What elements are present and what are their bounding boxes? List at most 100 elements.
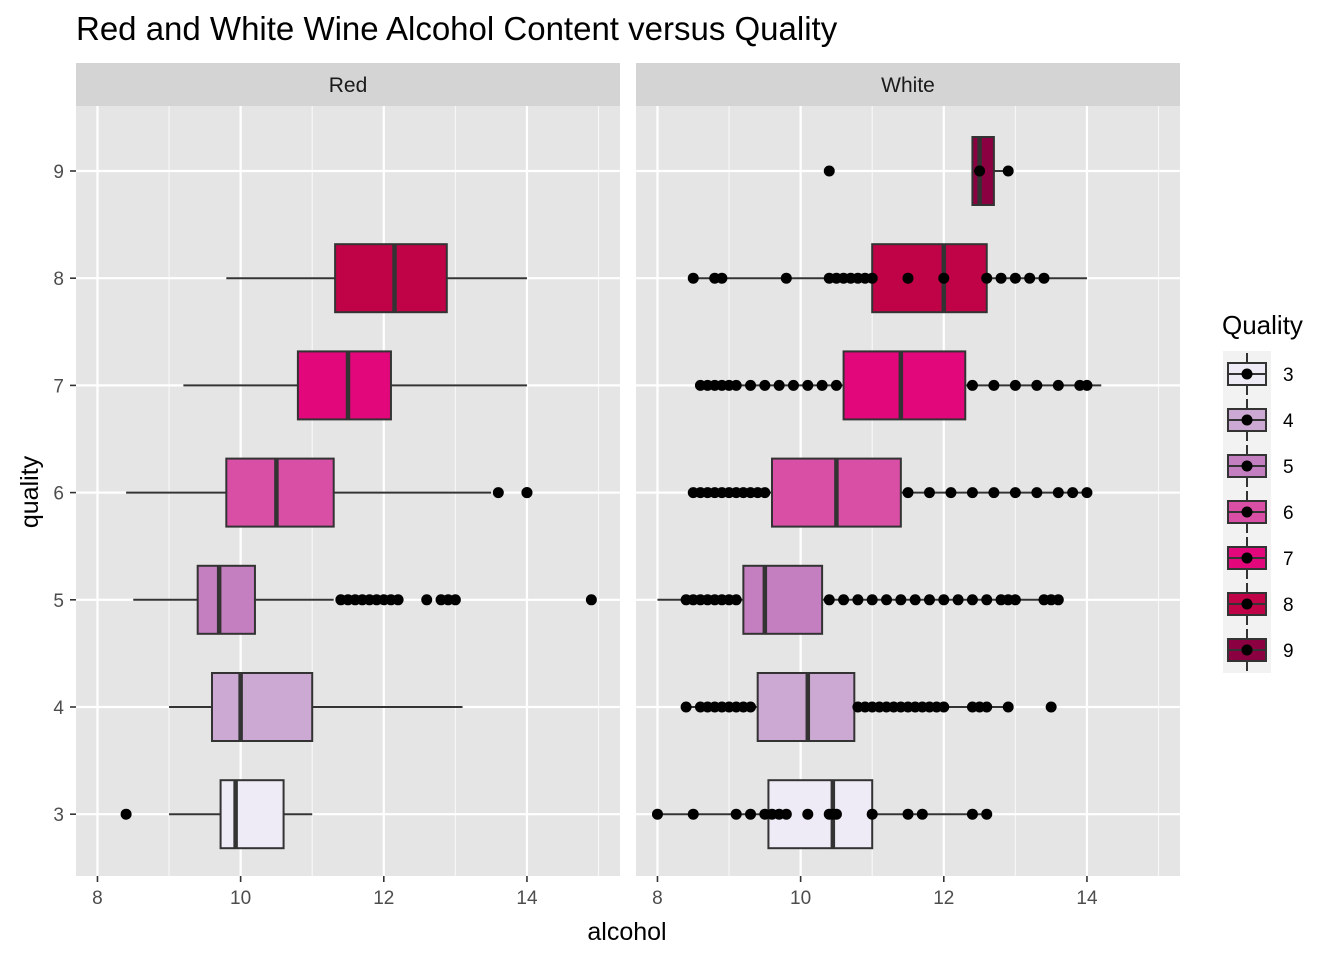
outlier-point [952, 594, 964, 606]
outlier-point [745, 379, 757, 391]
outlier-point [521, 487, 533, 499]
legend-label: 3 [1283, 365, 1294, 386]
outlier-point [988, 379, 1000, 391]
box-body [871, 243, 988, 314]
y-tick-label: 8 [53, 269, 64, 290]
box-body [334, 243, 448, 314]
outlier-point [1052, 594, 1064, 606]
outlier-point [902, 808, 914, 820]
outlier-point [995, 272, 1007, 284]
box-body [219, 779, 285, 850]
outlier-point [1081, 487, 1093, 499]
outlier-point [1024, 272, 1036, 284]
facet-panels: Red 8 10 12 14 White 8 10 12 14 [76, 63, 1180, 909]
box-quality-8 [687, 243, 1087, 314]
outlier-point [449, 594, 461, 606]
outlier-point [866, 272, 878, 284]
outlier-point [981, 272, 993, 284]
outlier-point [823, 594, 835, 606]
outlier-point [585, 594, 597, 606]
outlier-point [945, 487, 957, 499]
outlier-point [938, 594, 950, 606]
outlier-point [881, 594, 893, 606]
outlier-point [981, 808, 993, 820]
outlier-point [773, 379, 785, 391]
legend-label: 5 [1283, 457, 1294, 478]
outlier-point [1031, 379, 1043, 391]
legend-key-point [1241, 368, 1253, 380]
legend-item-7: 7 [1227, 537, 1294, 579]
outlier-point [816, 379, 828, 391]
y-tick-label: 5 [53, 591, 64, 612]
outlier-point [938, 272, 950, 284]
outlier-point [730, 594, 742, 606]
outlier-point [687, 272, 699, 284]
facet-strip-label: White [881, 74, 935, 97]
outlier-point [1009, 272, 1021, 284]
legend-label: 6 [1283, 503, 1294, 524]
box-quality-4 [169, 672, 463, 742]
legend-item-8: 8 [1227, 583, 1294, 625]
panel-white: White 8 10 12 14 [636, 63, 1180, 909]
x-tick-label: 12 [933, 888, 954, 909]
outlier-point [966, 808, 978, 820]
outlier-point [1052, 487, 1064, 499]
outlier-point [966, 487, 978, 499]
legend: Quality 3 4 5 6 7 8 9 [1222, 310, 1303, 673]
panel-red: Red 8 10 12 14 [76, 63, 620, 909]
y-axis: 3 4 5 6 7 8 9 [53, 162, 76, 826]
box-quality-9 [823, 136, 1014, 206]
box-quality-6 [126, 457, 533, 528]
outlier-point [923, 487, 935, 499]
outlier-point [923, 594, 935, 606]
outlier-point [716, 272, 728, 284]
legend-key-point [1241, 414, 1253, 426]
outlier-point [802, 379, 814, 391]
outlier-point [823, 165, 835, 177]
legend-label: 7 [1283, 549, 1294, 570]
outlier-point [802, 808, 814, 820]
box-quality-3 [651, 779, 993, 850]
outlier-point [838, 594, 850, 606]
box-quality-5 [657, 564, 1064, 635]
y-axis-title: quality [16, 455, 44, 528]
y-tick-label: 3 [53, 805, 64, 826]
outlier-point [680, 701, 692, 713]
y-tick-label: 6 [53, 484, 64, 505]
x-axis-title: alcohol [587, 918, 666, 946]
facet-strip [76, 63, 620, 106]
outlier-point [120, 808, 132, 820]
y-tick-label: 9 [53, 162, 64, 183]
outlier-point [492, 487, 504, 499]
outlier-point [759, 379, 771, 391]
outlier-point [730, 379, 742, 391]
outlier-point [852, 594, 864, 606]
x-tick-label: 8 [92, 888, 103, 909]
box-body [842, 350, 967, 421]
legend-key-point [1241, 552, 1253, 564]
outlier-point [916, 808, 928, 820]
box-quality-7 [183, 350, 527, 421]
panel-background [76, 106, 620, 876]
facet-strip [636, 63, 1180, 106]
outlier-point [780, 272, 792, 284]
y-tick-label: 7 [53, 376, 64, 397]
outlier-point [866, 808, 878, 820]
legend-item-3: 3 [1227, 353, 1294, 395]
outlier-point [1002, 165, 1014, 177]
outlier-point [974, 165, 986, 177]
legend-title: Quality [1222, 310, 1303, 340]
box-quality-8 [226, 243, 527, 314]
outlier-point [902, 487, 914, 499]
legend-item-6: 6 [1227, 491, 1294, 533]
legend-item-9: 9 [1227, 629, 1294, 671]
legend-item-5: 5 [1227, 445, 1294, 487]
outlier-point [787, 379, 799, 391]
outlier-point [981, 701, 993, 713]
box-body [742, 564, 824, 635]
box-quality-7 [694, 350, 1102, 421]
legend-key-point [1241, 506, 1253, 518]
x-tick-label: 14 [1076, 888, 1098, 909]
outlier-point [730, 808, 742, 820]
